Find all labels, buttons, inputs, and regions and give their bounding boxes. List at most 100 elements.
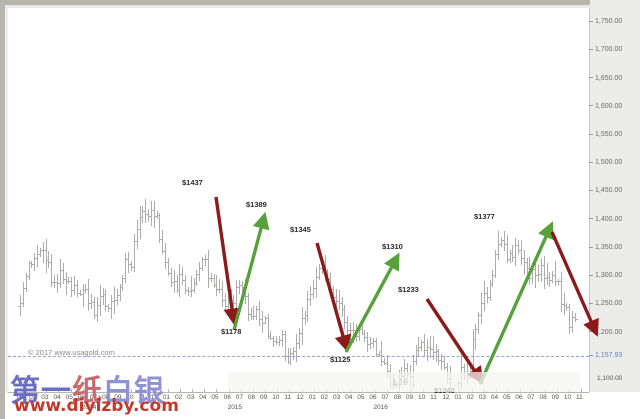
ohlc-bar — [62, 263, 64, 284]
y-axis-tick: 1,350.00 — [589, 244, 622, 251]
ohlc-bar — [79, 289, 81, 297]
ohlc-bar — [250, 307, 252, 320]
ohlc-open-tick — [166, 261, 168, 263]
ohlc-open-tick — [214, 284, 217, 286]
ohlc-open-tick — [191, 289, 194, 291]
ohlc-bar — [20, 294, 21, 317]
x-axis-tick: 10 — [418, 394, 426, 401]
ohlc-bar — [518, 240, 520, 255]
ohlc-bar — [384, 358, 386, 365]
ohlc-bar — [239, 279, 241, 295]
ohlc-open-tick — [234, 302, 237, 304]
ohlc-open-tick — [564, 305, 567, 307]
ohlc-open-tick — [52, 281, 55, 283]
swing-price-label: $1233 — [398, 285, 419, 294]
ohlc-bar — [529, 257, 531, 285]
ohlc-bar — [190, 276, 192, 298]
ohlc-bar — [173, 269, 175, 293]
ohlc-open-tick — [487, 297, 490, 299]
ohlc-bar — [335, 288, 337, 309]
x-axis-tick: 10 — [126, 394, 134, 401]
ohlc-open-tick — [479, 315, 482, 317]
ohlc-open-tick — [524, 262, 527, 264]
ohlc-bar — [483, 280, 485, 312]
ohlc-open-tick — [436, 350, 439, 352]
x-axis-tick-mark — [94, 389, 96, 393]
ohlc-open-tick — [240, 285, 242, 287]
ohlc-bar — [131, 260, 132, 271]
y-axis-tick: 1,200.00 — [589, 329, 622, 336]
ohlc-open-tick — [151, 210, 154, 212]
ohlc-open-tick — [328, 278, 331, 280]
ohlc-bar — [344, 305, 346, 330]
ohlc-bar — [540, 257, 542, 282]
ohlc-bar — [301, 306, 303, 346]
ohlc-open-tick — [83, 290, 86, 292]
ohlc-open-tick — [282, 333, 285, 335]
price-chart-plot-area[interactable] — [8, 8, 589, 389]
ohlc-bar — [281, 329, 283, 348]
ohlc-open-tick — [305, 315, 308, 317]
ohlc-bar — [96, 297, 98, 322]
x-axis-tick: 08 — [247, 394, 256, 401]
ohlc-bar — [256, 305, 258, 321]
x-axis-tick: 05 — [503, 394, 511, 401]
ohlc-open-tick — [197, 273, 200, 275]
ohlc-bar — [284, 331, 286, 361]
ohlc-open-tick — [331, 289, 334, 291]
ohlc-bar — [76, 280, 78, 297]
ohlc-open-tick — [425, 349, 427, 351]
ohlc-bar — [520, 239, 522, 265]
ohlc-bar — [48, 250, 50, 268]
x-axis-tick-mark — [581, 389, 582, 393]
x-axis-year-label: 2015 — [227, 404, 243, 411]
ohlc-bar — [224, 292, 226, 310]
ohlc-bar — [572, 311, 574, 334]
x-axis-tick: 10 — [563, 394, 572, 401]
ohlc-open-tick — [97, 304, 100, 306]
x-axis-line — [8, 392, 589, 393]
ohlc-bar — [563, 293, 565, 315]
ohlc-bar — [85, 284, 87, 293]
ohlc-bar — [575, 313, 576, 322]
ohlc-open-tick — [339, 303, 342, 305]
ohlc-bar — [421, 339, 423, 351]
ohlc-open-tick — [163, 250, 166, 252]
x-axis-tick: 05 — [211, 394, 219, 401]
ohlc-open-tick — [194, 282, 197, 284]
ohlc-open-tick — [550, 279, 553, 281]
ohlc-open-tick — [413, 360, 416, 362]
ohlc-open-tick — [319, 267, 322, 269]
ohlc-bar — [475, 323, 477, 351]
x-axis-tick: 12 — [442, 394, 450, 401]
ohlc-open-tick — [527, 268, 530, 270]
ohlc-bar — [71, 276, 73, 297]
ohlc-open-tick — [376, 353, 379, 355]
ohlc-bar — [324, 255, 326, 281]
ohlc-open-tick — [555, 280, 558, 282]
ohlc-bar — [498, 231, 500, 260]
ohlc-open-tick — [126, 259, 129, 261]
ohlc-open-tick — [513, 257, 516, 259]
ohlc-open-tick — [146, 214, 149, 216]
ohlc-open-tick — [561, 304, 564, 306]
ohlc-open-tick — [231, 302, 234, 304]
ohlc-open-tick — [35, 257, 38, 259]
ohlc-open-tick — [123, 278, 126, 280]
ohlc-bar — [133, 234, 135, 273]
x-axis-tick: 07 — [381, 394, 389, 401]
ohlc-open-tick — [217, 289, 220, 291]
y-axis-tick: 1,650.00 — [589, 75, 622, 82]
ohlc-open-tick — [279, 339, 282, 341]
ohlc-open-tick — [245, 296, 248, 298]
ohlc-open-tick — [507, 259, 510, 261]
ohlc-open-tick — [294, 351, 297, 353]
ohlc-bar — [310, 285, 312, 307]
x-axis-tick-mark — [34, 389, 36, 393]
x-axis-tick: 02 — [320, 394, 329, 401]
ohlc-open-tick — [20, 303, 23, 305]
ohlc-open-tick — [325, 271, 328, 273]
x-axis-tick-mark — [22, 389, 23, 393]
ohlc-open-tick — [134, 241, 137, 243]
